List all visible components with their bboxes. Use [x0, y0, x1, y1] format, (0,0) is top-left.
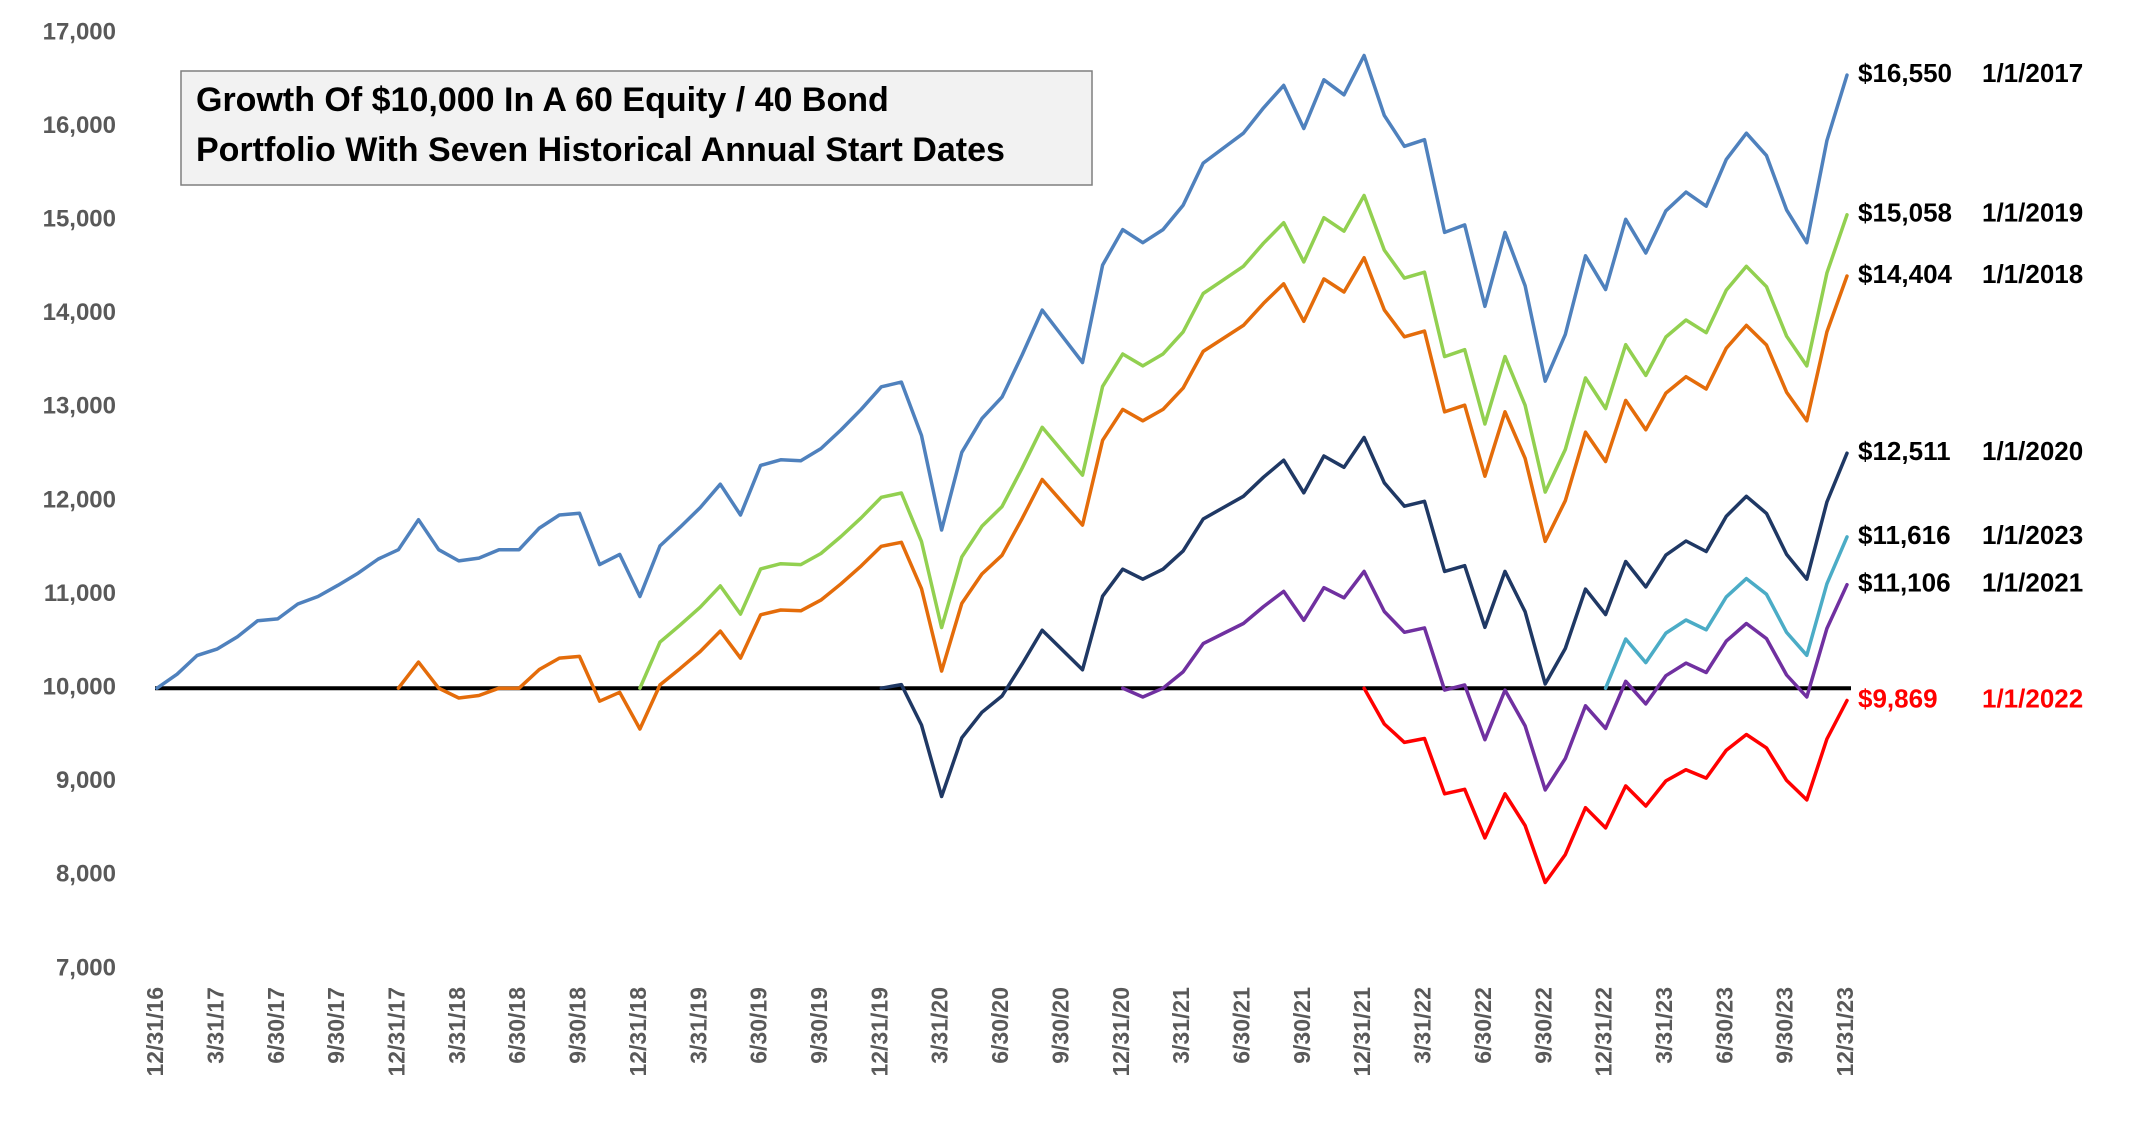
y-tick-label: 17,000 — [43, 18, 116, 45]
x-tick-label: 9/30/19 — [806, 987, 832, 1064]
x-tick-label: 12/31/20 — [1108, 987, 1134, 1077]
y-tick-label: 7,000 — [56, 954, 116, 981]
series-line — [879, 435, 1849, 799]
legend-label: 1/1/2018 — [1982, 259, 2083, 289]
x-tick-label: 9/30/18 — [565, 987, 591, 1064]
y-tick-label: 10,000 — [43, 674, 116, 701]
series-line — [155, 53, 1849, 690]
x-tick-label: 6/30/18 — [504, 987, 530, 1064]
x-tick-label: 12/31/22 — [1591, 987, 1617, 1077]
x-tick-label: 3/31/18 — [444, 987, 470, 1064]
x-tick-label: 12/31/21 — [1349, 987, 1375, 1077]
x-tick-label: 6/30/23 — [1711, 987, 1737, 1064]
end-value-label: $11,106 — [1858, 568, 1951, 598]
x-tick-label: 9/30/23 — [1772, 987, 1798, 1064]
x-tick-label: 12/31/18 — [625, 987, 651, 1077]
legend-label: 1/1/2023 — [1982, 520, 2083, 550]
y-tick-label: 15,000 — [43, 206, 116, 233]
title-box — [180, 70, 1093, 186]
x-tick-label: 9/30/22 — [1530, 987, 1556, 1064]
x-tick-label: 3/31/23 — [1651, 987, 1677, 1064]
y-tick-label: 9,000 — [56, 767, 116, 794]
x-tick-label: 6/30/19 — [746, 987, 772, 1064]
y-tick-label: 12,000 — [43, 486, 116, 513]
legend-label: 1/1/2020 — [1982, 436, 2083, 466]
x-tick-label: 6/30/17 — [263, 987, 289, 1064]
end-value-label: $11,616 — [1858, 520, 1951, 550]
legend-label: 1/1/2022 — [1982, 683, 2083, 713]
series-line — [1120, 569, 1849, 792]
end-value-label: $14,404 — [1858, 259, 1953, 289]
y-tick-label: 11,000 — [44, 580, 116, 607]
end-value-label: $15,058 — [1858, 198, 1952, 228]
x-tick-label: 9/30/17 — [323, 987, 349, 1064]
x-tick-label: 6/30/22 — [1470, 987, 1496, 1064]
end-value-label: $12,511 — [1858, 436, 1951, 466]
chart-title: Growth Of $10,000 In A 60 Equity / 40 Bo… — [196, 81, 889, 119]
y-tick-label: 13,000 — [43, 393, 116, 420]
series-line — [1362, 686, 1849, 885]
y-tick-label: 8,000 — [56, 861, 116, 888]
series-line — [1603, 535, 1849, 690]
legend-label: 1/1/2017 — [1982, 58, 2083, 88]
x-tick-label: 9/30/20 — [1047, 987, 1073, 1064]
x-tick-label: 12/31/23 — [1832, 987, 1858, 1077]
x-tick-label: 3/31/20 — [927, 987, 953, 1064]
x-tick-label: 12/31/16 — [142, 987, 168, 1077]
series-line — [638, 193, 1849, 690]
end-value-label: $9,869 — [1858, 683, 1938, 713]
x-tick-label: 3/31/17 — [202, 987, 228, 1064]
y-tick-label: 14,000 — [43, 299, 116, 326]
end-value-label: $16,550 — [1858, 58, 1952, 88]
x-tick-label: 9/30/21 — [1289, 987, 1315, 1064]
chart-title: Portfolio With Seven Historical Annual S… — [196, 131, 1005, 169]
x-tick-label: 3/31/22 — [1410, 987, 1436, 1064]
x-tick-label: 3/31/21 — [1168, 987, 1194, 1064]
x-tick-label: 6/30/20 — [987, 987, 1013, 1064]
x-tick-label: 12/31/19 — [866, 987, 892, 1077]
x-tick-label: 3/31/19 — [685, 987, 711, 1064]
legend-label: 1/1/2019 — [1982, 198, 2083, 228]
series-line — [396, 255, 1849, 731]
y-tick-label: 16,000 — [43, 112, 116, 139]
legend-label: 1/1/2021 — [1982, 568, 2083, 598]
x-tick-label: 6/30/21 — [1229, 987, 1255, 1064]
x-tick-label: 12/31/17 — [384, 987, 410, 1077]
